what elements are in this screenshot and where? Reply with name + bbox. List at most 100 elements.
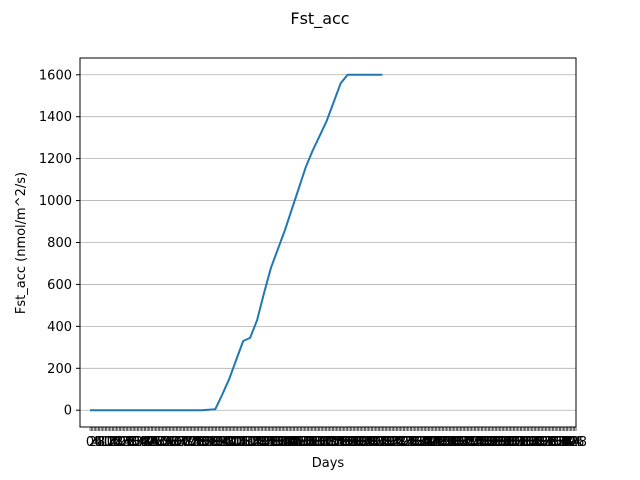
y-axis-title: Fst_acc (nmol/m^2/s) — [14, 172, 29, 314]
x-tick-label: 232 — [401, 435, 426, 450]
x-tick-label: 228 — [395, 435, 420, 450]
x-tick-label: 24 — [115, 435, 132, 450]
x-tick-label: 126 — [253, 435, 278, 450]
x-tick-label: 286 — [476, 435, 501, 450]
x-tick-label: 76 — [188, 435, 205, 450]
x-tick-label: 338 — [548, 435, 573, 450]
x-tick-label: 138 — [270, 435, 295, 450]
x-tick-label: 326 — [532, 435, 557, 450]
x-tick-label: 180 — [328, 435, 353, 450]
x-tick-label: 306 — [504, 435, 529, 450]
x-tick-label: 10 — [96, 435, 113, 450]
x-tick-label: 270 — [454, 435, 479, 450]
x-tick-label: 164 — [306, 435, 331, 450]
x-tick-label: 122 — [247, 435, 272, 450]
x-tick-label: 320 — [523, 435, 548, 450]
x-tick-label: 254 — [431, 435, 456, 450]
x-tick-label: 244 — [417, 435, 442, 450]
x-tick-label: 118 — [242, 435, 267, 450]
y-tick-label: 800 — [47, 236, 72, 251]
y-tick-label: 200 — [47, 362, 72, 377]
x-tick-label: 46 — [146, 435, 163, 450]
x-tick-label: 190 — [342, 435, 367, 450]
x-tick-label: 22 — [112, 435, 129, 450]
x-tick-label: 268 — [451, 435, 476, 450]
x-tick-label: 324 — [529, 435, 554, 450]
x-tick-label: 80 — [193, 435, 210, 450]
x-tick-label: 304 — [501, 435, 526, 450]
x-tick-label: 186 — [337, 435, 362, 450]
x-tick-label: 16 — [104, 435, 121, 450]
x-tick-label: 274 — [459, 435, 484, 450]
x-tick-label: 66 — [174, 435, 191, 450]
x-tick-label: 224 — [390, 435, 415, 450]
x-tick-label: 212 — [373, 435, 398, 450]
x-tick-label: 178 — [325, 435, 350, 450]
x-tick-label: 40 — [137, 435, 154, 450]
x-tick-label: 216 — [378, 435, 403, 450]
x-tick-label: 30 — [124, 435, 141, 450]
x-tick-label: 168 — [312, 435, 337, 450]
x-tick-label: 38 — [135, 435, 152, 450]
x-tick-label: 262 — [442, 435, 467, 450]
x-tick-label: 248 — [423, 435, 448, 450]
x-tick-label: 230 — [398, 435, 423, 450]
x-axis-title: Days — [312, 456, 345, 471]
x-tick-label: 332 — [540, 435, 565, 450]
x-tick-label: 238 — [409, 435, 434, 450]
x-tick-label: 294 — [487, 435, 512, 450]
x-tick-label: 220 — [384, 435, 409, 450]
x-tick-label: 56 — [160, 435, 177, 450]
x-tick-label: 114 — [236, 435, 261, 450]
y-tick-label: 1400 — [39, 110, 72, 125]
x-tick-label: 156 — [295, 435, 320, 450]
x-tick-label: 308 — [506, 435, 531, 450]
x-tick-label: 256 — [434, 435, 459, 450]
grid — [80, 74, 576, 411]
x-tick-label: 198 — [353, 435, 378, 450]
x-tick-label: 88 — [204, 435, 221, 450]
x-tick-label: 258 — [437, 435, 462, 450]
x-tick-label: 162 — [303, 435, 328, 450]
x-ticks: 0246810121416182022242628303234363840424… — [86, 427, 587, 450]
x-tick-label: 288 — [479, 435, 504, 450]
x-tick-label: 302 — [498, 435, 523, 450]
x-tick-label: 84 — [199, 435, 216, 450]
x-tick-label: 334 — [543, 435, 568, 450]
x-tick-label: 78 — [190, 435, 207, 450]
x-tick-label: 194 — [348, 435, 373, 450]
x-tick-label: 54 — [157, 435, 174, 450]
x-tick-label: 20 — [110, 435, 127, 450]
x-tick-label: 128 — [256, 435, 281, 450]
x-tick-label: 136 — [267, 435, 292, 450]
x-tick-label: 322 — [526, 435, 551, 450]
x-tick-label: 214 — [376, 435, 401, 450]
x-tick-label: 204 — [362, 435, 387, 450]
x-tick-label: 312 — [512, 435, 537, 450]
x-tick-label: 202 — [359, 435, 384, 450]
x-tick-label: 166 — [309, 435, 334, 450]
x-tick-label: 336 — [545, 435, 570, 450]
x-tick-label: 100 — [217, 435, 242, 450]
x-tick-label: 266 — [448, 435, 473, 450]
x-tick-label: 82 — [196, 435, 213, 450]
x-tick-label: 106 — [225, 435, 250, 450]
x-tick-label: 64 — [171, 435, 188, 450]
x-tick-label: 132 — [261, 435, 286, 450]
x-tick-label: 242 — [415, 435, 440, 450]
series-layer — [90, 73, 383, 412]
x-tick-label: 160 — [300, 435, 325, 450]
x-tick-label: 14 — [101, 435, 118, 450]
x-tick-label: 282 — [470, 435, 495, 450]
x-tick-label: 116 — [239, 435, 264, 450]
x-tick-label: 348 — [562, 435, 587, 450]
x-tick-label: 8 — [97, 435, 105, 450]
x-tick-label: 296 — [490, 435, 515, 450]
x-tick-label: 86 — [201, 435, 218, 450]
x-tick-label: 236 — [406, 435, 431, 450]
x-tick-label: 344 — [557, 435, 582, 450]
x-tick-label: 250 — [426, 435, 451, 450]
x-tick-label: 92 — [210, 435, 227, 450]
x-tick-label: 98 — [218, 435, 235, 450]
